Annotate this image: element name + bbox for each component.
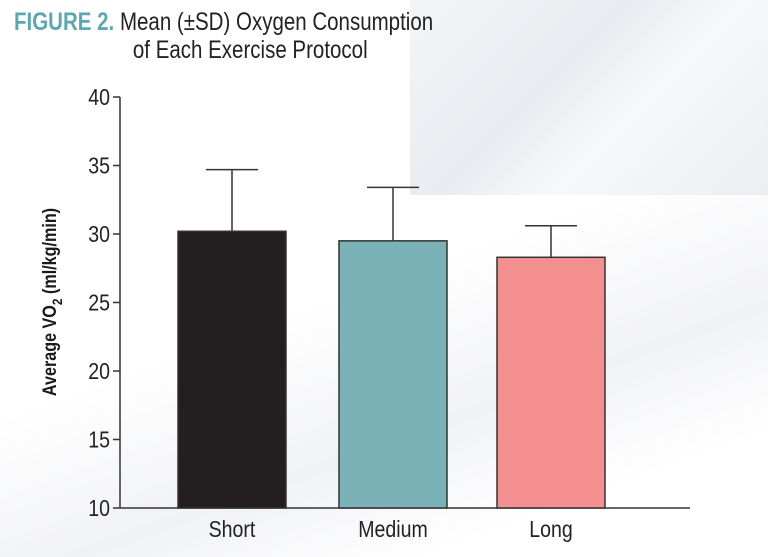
bar-medium bbox=[338, 240, 448, 509]
y-axis-label: Average VO2 (ml/kg/min) bbox=[39, 208, 65, 396]
y-tick-label: 10 bbox=[88, 496, 110, 522]
x-tick-label: Medium bbox=[358, 517, 427, 543]
y-tick-label: 25 bbox=[88, 290, 110, 316]
x-tick-label: Short bbox=[209, 517, 256, 543]
title-line-1: Mean (±SD) Oxygen Consumption bbox=[119, 8, 434, 36]
x-tick-label: Long bbox=[529, 517, 572, 543]
y-tick-label: 40 bbox=[88, 85, 110, 111]
y-tick-label: 30 bbox=[88, 222, 110, 248]
title-line-2: of Each Exercise Protocol bbox=[132, 36, 368, 64]
figure-label: FIGURE 2. bbox=[14, 8, 115, 36]
y-tick-label: 35 bbox=[88, 153, 110, 179]
bar-short bbox=[177, 230, 287, 509]
background-panel bbox=[410, 0, 768, 195]
y-tick-label: 15 bbox=[88, 427, 110, 453]
chart-title: FIGURE 2. Mean (±SD) Oxygen Consumption … bbox=[14, 8, 506, 64]
y-tick-label: 20 bbox=[88, 359, 110, 385]
bar-long bbox=[496, 256, 606, 509]
